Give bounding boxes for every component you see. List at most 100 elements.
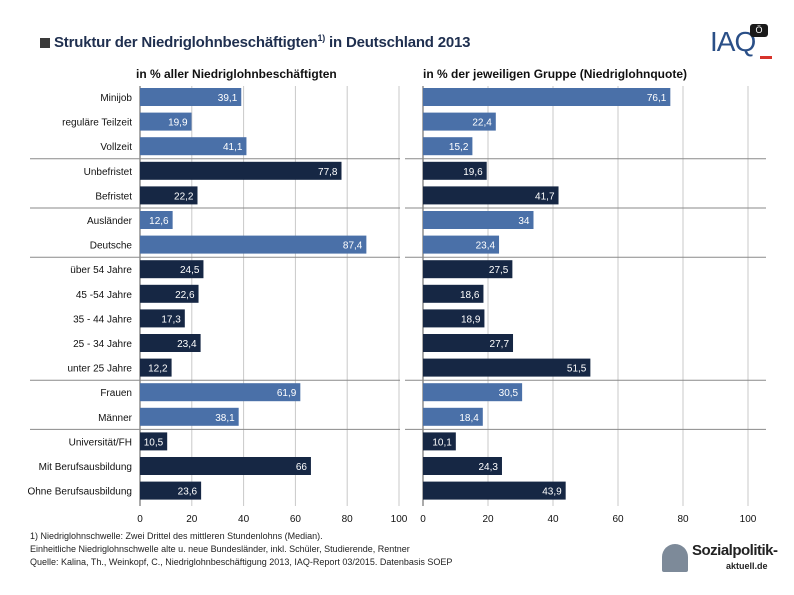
bar-s2-vollzeit bbox=[423, 137, 473, 156]
value-label-s1-minijob: 39,1 bbox=[218, 93, 238, 104]
value-label-s2-deutsche: 23,4 bbox=[476, 241, 496, 252]
value-label-s2-frauen: 30,5 bbox=[499, 388, 519, 399]
value-label-s2-25-34-jahre: 27,7 bbox=[490, 339, 510, 350]
bar-s1-frauen bbox=[140, 383, 301, 402]
bar-s1-m-nner bbox=[140, 407, 239, 426]
bar-s2-universit-t-fh bbox=[423, 432, 456, 451]
footnote-1: 1) Niedriglohnschwelle: Zwei Drittel des… bbox=[30, 531, 323, 541]
x-tick-label-p1-0: 0 bbox=[137, 514, 143, 525]
value-label-s1-35-44-jahre: 17,3 bbox=[161, 314, 181, 325]
value-label-s2-minijob: 76,1 bbox=[647, 93, 667, 104]
bar-s1-regul-re-teilzeit bbox=[140, 112, 192, 131]
category-label-universit-t-fh: Universität/FH bbox=[69, 437, 132, 448]
category-label-35-44-jahre: 35 - 44 Jahre bbox=[73, 314, 132, 325]
value-label-s2-universit-t-fh: 10,1 bbox=[432, 437, 452, 448]
bar-s2-35-44-jahre bbox=[423, 309, 485, 328]
bar-s1-universit-t-fh bbox=[140, 432, 168, 451]
bar-s2-regul-re-teilzeit bbox=[423, 112, 496, 131]
bar-s1-deutsche bbox=[140, 235, 367, 254]
value-label-s2-35-44-jahre: 18,9 bbox=[461, 314, 481, 325]
value-label-s2-ber-54-jahre: 27,5 bbox=[489, 265, 509, 276]
x-tick-label-p2-1: 20 bbox=[482, 514, 494, 525]
value-label-s1-unbefristet: 77,8 bbox=[318, 167, 338, 178]
value-label-s1-regul-re-teilzeit: 19,9 bbox=[168, 118, 188, 129]
bar-s1-35-44-jahre bbox=[140, 309, 185, 328]
value-label-s2-regul-re-teilzeit: 22,4 bbox=[472, 118, 492, 129]
bar-s2-frauen bbox=[423, 383, 523, 402]
category-label-regul-re-teilzeit: reguläre Teilzeit bbox=[62, 118, 132, 129]
bar-s2-25-34-jahre bbox=[423, 334, 514, 352]
x-tick-label-p1-3: 60 bbox=[290, 514, 302, 525]
value-label-s1-unter-25-jahre: 12,2 bbox=[148, 364, 168, 375]
value-label-s1-ausl-nder: 12,6 bbox=[149, 216, 169, 227]
x-tick-label-p2-2: 40 bbox=[547, 514, 559, 525]
value-label-s1-vollzeit: 41,1 bbox=[223, 142, 243, 153]
value-label-s1-deutsche: 87,4 bbox=[343, 241, 363, 252]
value-label-s1-45-54-jahre: 22,6 bbox=[175, 290, 195, 301]
value-label-s2-unter-25-jahre: 51,5 bbox=[567, 364, 587, 375]
bar-s2-deutsche bbox=[423, 235, 500, 254]
x-tick-label-p1-1: 20 bbox=[186, 514, 198, 525]
bar-s1-ber-54-jahre bbox=[140, 260, 204, 279]
bar-s2-45-54-jahre bbox=[423, 284, 484, 303]
value-label-s2-45-54-jahre: 18,6 bbox=[460, 290, 480, 301]
category-label-ausl-nder: Ausländer bbox=[87, 216, 133, 227]
panel-title-1: in % aller Niedriglohnbeschäftigten bbox=[136, 67, 337, 81]
iaq-logo: IAQ bbox=[710, 26, 756, 57]
value-label-s1-ohne-berufsausbildung: 23,6 bbox=[178, 487, 198, 498]
value-label-s1-m-nner: 38,1 bbox=[215, 413, 235, 424]
value-label-s2-m-nner: 18,4 bbox=[459, 413, 479, 424]
bar-s2-unbefristet bbox=[423, 161, 487, 180]
category-label-unbefristet: Unbefristet bbox=[84, 167, 133, 178]
chart-area: 0 20 40 60 80 100 in % aller Niedriglohnbeschä… bbox=[27, 67, 766, 525]
category-label-ber-54-jahre: über 54 Jahre bbox=[70, 265, 132, 276]
title-bullet bbox=[40, 38, 50, 48]
value-label-s1-ber-54-jahre: 24,5 bbox=[180, 265, 200, 276]
bar-s1-mit-berufsausbildung bbox=[140, 457, 311, 475]
bar-s1-25-34-jahre bbox=[140, 334, 201, 352]
x-tick-label-p2-0: 0 bbox=[420, 514, 426, 525]
x-tick-label-p2-5: 100 bbox=[740, 514, 757, 525]
value-label-s1-mit-berufsausbildung: 66 bbox=[296, 462, 308, 473]
bar-s2-m-nner bbox=[423, 407, 483, 426]
bar-s1-vollzeit bbox=[140, 137, 247, 156]
footnote-source: Quelle: Kalina, Th., Weinkopf, C., Niedr… bbox=[30, 557, 453, 567]
bar-s2-unter-25-jahre bbox=[423, 358, 591, 377]
footnotes: 1) Niedriglohnschwelle: Zwei Drittel des… bbox=[30, 530, 452, 569]
value-label-s1-befristet: 22,2 bbox=[174, 191, 194, 202]
bar-s1-unter-25-jahre bbox=[140, 358, 172, 377]
value-label-s2-unbefristet: 19,6 bbox=[463, 167, 483, 178]
people-group-icon bbox=[662, 544, 688, 572]
category-label-minijob: Minijob bbox=[100, 93, 132, 104]
category-label-45-54-jahre: 45 -54 Jahre bbox=[76, 290, 133, 301]
category-label-m-nner: Männer bbox=[98, 413, 133, 424]
value-label-s2-befristet: 41,7 bbox=[535, 191, 555, 202]
category-label-vollzeit: Vollzeit bbox=[100, 142, 132, 153]
x-tick-label-p1-5: 100 bbox=[391, 514, 408, 525]
x-tick-label-p2-4: 80 bbox=[677, 514, 689, 525]
x-tick-label-p2-3: 60 bbox=[612, 514, 624, 525]
value-label-s1-frauen: 61,9 bbox=[277, 388, 297, 399]
value-label-s1-universit-t-fh: 10,5 bbox=[144, 437, 164, 448]
panel-title-2: in % der jeweiligen Gruppe (Niedriglohnq… bbox=[423, 67, 687, 81]
sozialpolitik-brand: Sozialpolitik- aktuell.de bbox=[662, 540, 778, 576]
bar-s2-ber-54-jahre bbox=[423, 260, 513, 279]
bar-s1-ausl-nder bbox=[140, 211, 173, 229]
logo-accent-bar bbox=[760, 56, 772, 59]
category-label-ohne-berufsausbildung: Ohne Berufsausbildung bbox=[27, 487, 132, 498]
value-label-s1-25-34-jahre: 23,4 bbox=[177, 339, 197, 350]
bar-s1-minijob bbox=[140, 88, 242, 106]
footnote-2: Einheitliche Niedriglohnschwelle alte u.… bbox=[30, 544, 410, 554]
bar-s2-ausl-nder bbox=[423, 211, 534, 229]
category-label-mit-berufsausbildung: Mit Berufsausbildung bbox=[39, 462, 132, 473]
brand-line-2: aktuell.de bbox=[726, 561, 768, 571]
x-tick-label-p1-2: 40 bbox=[238, 514, 250, 525]
bar-s1-45-54-jahre bbox=[140, 284, 199, 303]
category-label-befristet: Befristet bbox=[95, 191, 132, 202]
x-tick-label-p1-4: 80 bbox=[342, 514, 354, 525]
logo-badge-icon: Ö bbox=[750, 24, 768, 37]
value-label-s2-ohne-berufsausbildung: 43,9 bbox=[542, 487, 562, 498]
chart-title: Struktur der Niedriglohnbeschäftigten1) … bbox=[54, 33, 471, 51]
bar-s1-ohne-berufsausbildung bbox=[140, 481, 202, 500]
bar-s1-unbefristet bbox=[140, 161, 342, 180]
